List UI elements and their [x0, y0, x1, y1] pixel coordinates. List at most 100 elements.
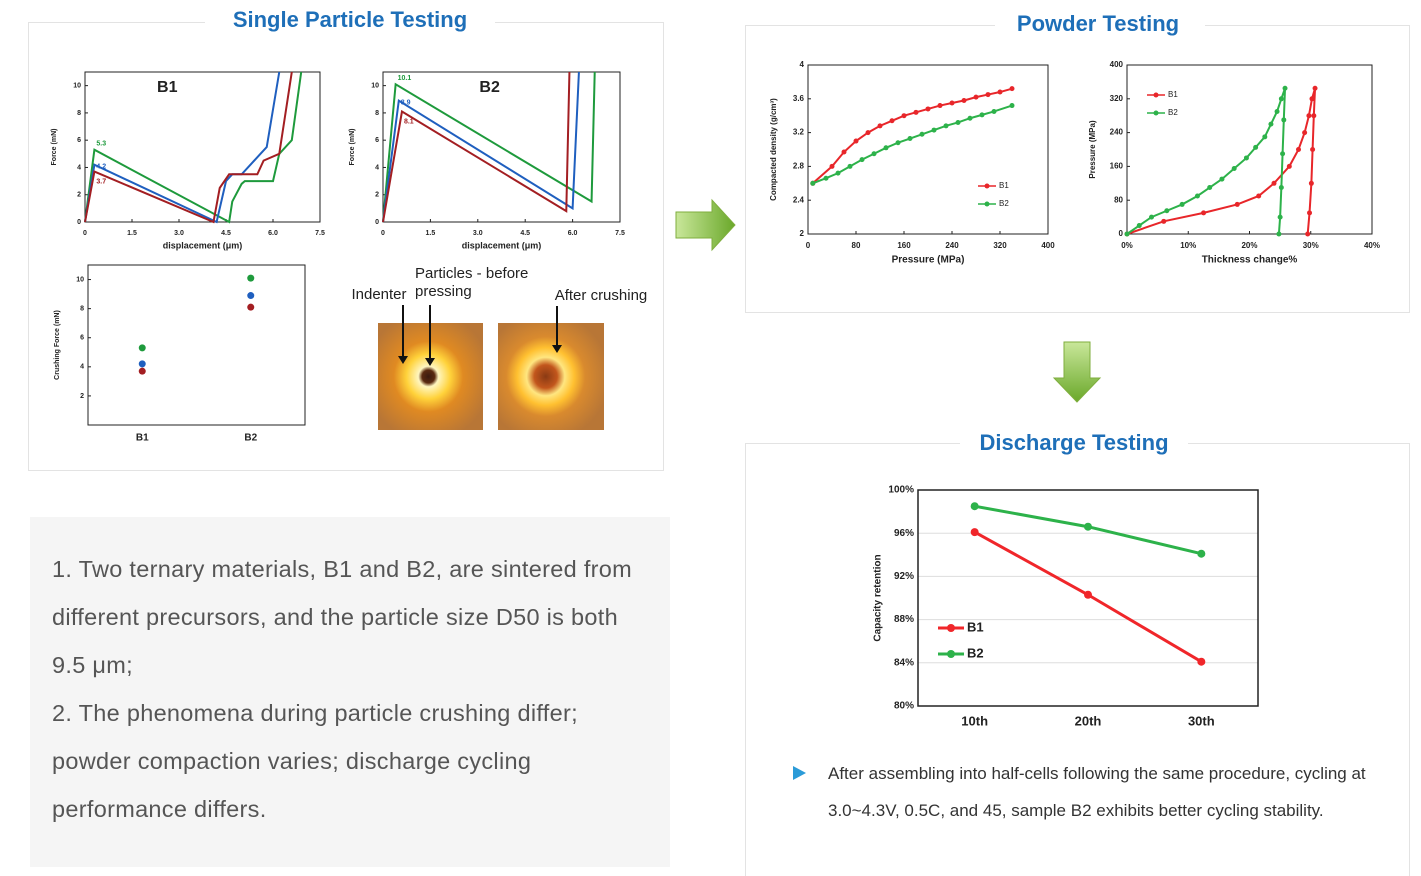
x-tick-label: 40%: [1364, 241, 1380, 250]
data-point: [926, 106, 931, 111]
x-tick-label: 6.0: [268, 230, 278, 237]
data-point: [938, 103, 943, 108]
data-point: [1195, 193, 1200, 198]
data-point: [139, 360, 146, 367]
peak-label: 3.7: [96, 178, 106, 185]
data-point: [1253, 145, 1258, 150]
data-point: [1235, 202, 1240, 207]
image-label: Particles - before pressing: [415, 265, 543, 301]
y-tick-label: 8: [77, 110, 81, 117]
data-point: [1161, 219, 1166, 224]
y-tick-label: 2.4: [793, 195, 805, 204]
data-point: [810, 181, 815, 186]
y-tick-label: 2: [77, 192, 81, 199]
micrograph-after: [498, 323, 604, 430]
data-point: [854, 139, 859, 144]
note: After assembling into half-cells followi…: [828, 755, 1388, 829]
y-tick-label: 100%: [888, 485, 914, 496]
y-tick-label: 320: [1110, 94, 1124, 103]
section-title: Powder Testing: [1017, 11, 1179, 36]
image-label-box: Particles - before pressing: [415, 265, 543, 305]
legend-marker: [947, 650, 955, 658]
x-tick-label: 1.5: [426, 230, 436, 237]
data-point: [824, 176, 829, 181]
data-point: [1219, 177, 1224, 182]
y-axis-label: Crushing Force (mN): [54, 310, 61, 380]
x-tick-label: 7.5: [615, 230, 625, 237]
data-point: [247, 304, 254, 311]
data-point: [1305, 232, 1310, 237]
image-label: After crushing: [555, 287, 648, 304]
data-point: [1197, 658, 1205, 666]
x-tick-label: 3.0: [473, 230, 483, 237]
series-line: [1127, 88, 1315, 234]
x-tick-label: B2: [244, 433, 257, 444]
data-point: [1307, 210, 1312, 215]
x-tick-label: 3.0: [174, 230, 184, 237]
series-line: [813, 89, 1012, 184]
legend-marker: [1154, 93, 1159, 98]
y-tick-label: 10: [76, 276, 84, 283]
y-tick-label: 2: [80, 393, 84, 400]
data-point: [956, 120, 961, 125]
data-point: [1149, 215, 1154, 220]
y-tick-label: 4: [77, 164, 81, 171]
legend-label: B2: [999, 199, 1009, 208]
series-line: [85, 72, 279, 222]
data-point: [986, 92, 991, 97]
data-point: [1275, 109, 1280, 114]
data-point: [1232, 166, 1237, 171]
data-point: [920, 132, 925, 137]
x-tick-label: 7.5: [315, 230, 325, 237]
data-point: [1276, 232, 1281, 237]
data-point: [1287, 164, 1292, 169]
x-tick-label: 20%: [1241, 241, 1257, 250]
legend-marker: [947, 624, 955, 632]
data-point: [830, 164, 835, 169]
x-axis-label: Thickness change%: [1202, 255, 1298, 266]
peak-label: 5.3: [96, 141, 106, 148]
x-tick-label: 10th: [961, 713, 988, 728]
y-tick-label: 84%: [894, 657, 914, 668]
y-tick-label: 8: [375, 110, 379, 117]
x-tick-label: 240: [945, 241, 959, 250]
y-tick-label: 10: [73, 82, 81, 89]
y-tick-label: 3.2: [793, 128, 805, 137]
x-tick-label: 80: [852, 241, 861, 250]
data-point: [1201, 210, 1206, 215]
data-point: [890, 118, 895, 123]
data-point: [1280, 151, 1285, 156]
data-point: [848, 164, 853, 169]
data-point: [1164, 208, 1169, 213]
x-tick-label: B1: [136, 433, 149, 444]
data-point: [878, 123, 883, 128]
x-tick-label: 6.0: [568, 230, 578, 237]
data-point: [932, 128, 937, 133]
data-point: [980, 112, 985, 117]
data-point: [1207, 185, 1212, 190]
data-point: [971, 502, 979, 510]
data-point: [1197, 550, 1205, 558]
y-tick-label: 2.8: [793, 162, 805, 171]
data-point: [1310, 147, 1315, 152]
data-point: [1272, 181, 1277, 186]
y-tick-label: 0: [77, 219, 81, 226]
y-tick-label: 10: [371, 82, 379, 89]
y-axis-label: Force (mN): [51, 129, 58, 166]
x-axis-label: Pressure (MPa): [892, 255, 965, 266]
data-point: [950, 101, 955, 106]
x-tick-label: 320: [993, 241, 1007, 250]
data-point: [1309, 181, 1314, 186]
data-point: [902, 113, 907, 118]
data-point: [914, 110, 919, 115]
data-point: [974, 95, 979, 100]
arrow-down: [1054, 342, 1100, 402]
data-point: [944, 123, 949, 128]
data-point: [1268, 122, 1273, 127]
x-tick-label: 160: [897, 241, 911, 250]
x-tick-label: 4.5: [221, 230, 231, 237]
data-point: [1302, 130, 1307, 135]
data-point: [884, 145, 889, 150]
y-tick-label: 4: [80, 364, 84, 371]
data-point: [1283, 86, 1288, 91]
